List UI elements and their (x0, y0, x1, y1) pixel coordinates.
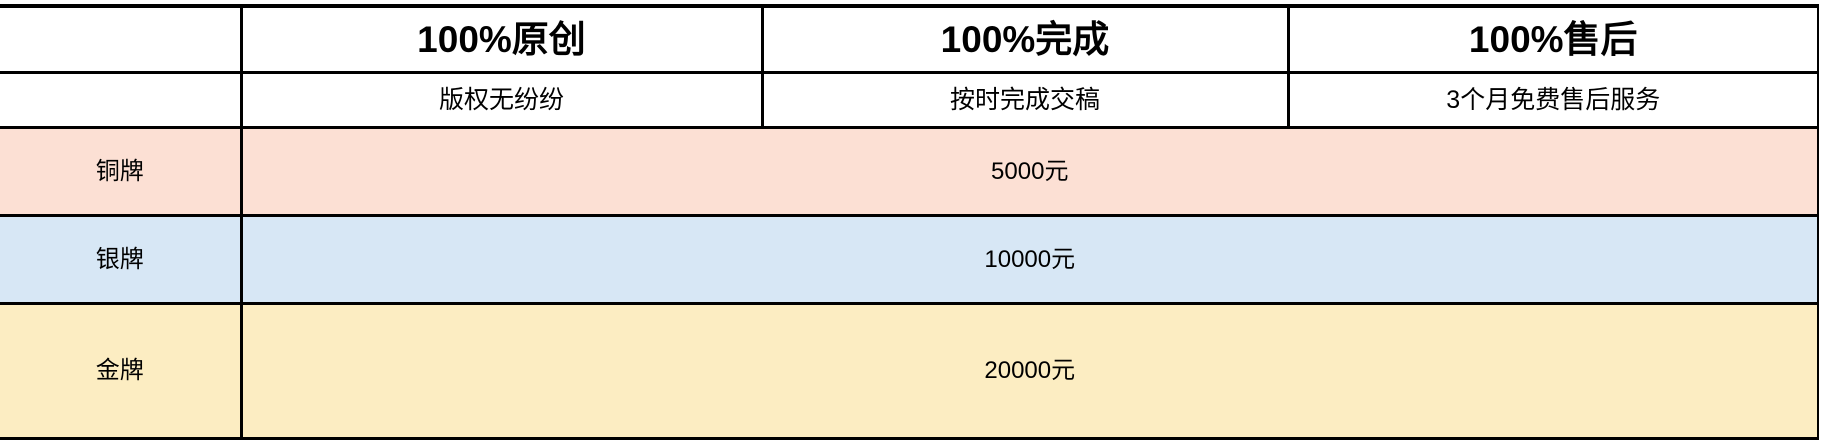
tier-price-silver: 10000元 (241, 215, 1819, 305)
tier-price-gold: 20000元 (241, 303, 1819, 440)
table-row-tier-bronze: 铜牌 5000元 (0, 127, 1819, 217)
subheader-cell-feature3: 3个月免费售后服务 (1288, 72, 1819, 129)
table-header-row-sub: 版权无纷纷 按时完成交稿 3个月免费售后服务 (0, 72, 1819, 129)
header-cell-feature3: 100%售后 (1288, 4, 1819, 74)
header-cell-feature2: 100%完成 (762, 4, 1290, 74)
table-row-tier-gold: 金牌 20000元 (0, 303, 1819, 440)
subheader-cell-feature2: 按时完成交稿 (762, 72, 1290, 129)
header-tier-blank-cell (0, 4, 243, 74)
pricing-table: 100%原创 100%完成 100%售后 版权无纷纷 按时完成交稿 3个月免费售… (0, 4, 1819, 440)
subheader-tier-blank-cell (0, 72, 243, 129)
pricing-table-sheet: 100%原创 100%完成 100%售后 版权无纷纷 按时完成交稿 3个月免费售… (0, 4, 1819, 440)
tier-name-bronze: 铜牌 (0, 127, 243, 217)
table-header-row-main: 100%原创 100%完成 100%售后 (0, 4, 1819, 74)
table-row-tier-silver: 银牌 10000元 (0, 215, 1819, 305)
header-cell-feature1: 100%原创 (241, 4, 764, 74)
tier-name-silver: 银牌 (0, 215, 243, 305)
subheader-cell-feature1: 版权无纷纷 (241, 72, 764, 129)
tier-name-gold: 金牌 (0, 303, 243, 440)
tier-price-bronze: 5000元 (241, 127, 1819, 217)
